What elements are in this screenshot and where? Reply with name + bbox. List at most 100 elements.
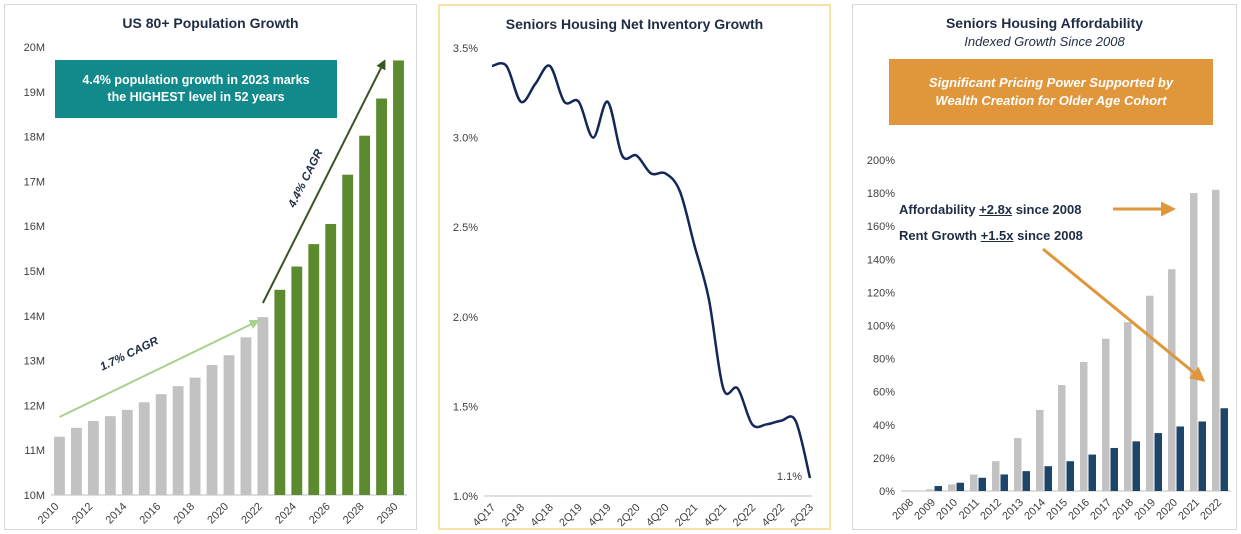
y-tick-label: 2.0% <box>453 312 478 324</box>
x-tick-label: 2022 <box>1198 497 1224 523</box>
affordability-bar <box>1102 338 1110 491</box>
population-bar <box>104 416 116 495</box>
population-bar <box>393 60 404 495</box>
x-tick-label: 2009 <box>912 497 938 523</box>
population-bar <box>274 289 286 495</box>
rent-growth-bar <box>1022 471 1030 491</box>
x-tick-label: 2021 <box>1176 497 1202 523</box>
y-tick-label: 200% <box>867 155 895 167</box>
affordability-annotation: Affordability +2.8x since 2008 <box>899 202 1081 217</box>
affordability-bar <box>1124 322 1132 491</box>
y-tick-label: 1.0% <box>453 491 478 503</box>
population-bar <box>206 365 218 495</box>
x-tick-label: 2008 <box>890 497 916 523</box>
affordability-annotation-value: +2.8x <box>979 202 1013 217</box>
x-tick-label: 2028 <box>341 501 367 527</box>
population-callout: 4.4% population growth in 2023 marks the … <box>55 60 337 118</box>
rent-growth-arrow <box>1042 247 1206 382</box>
rent-growth-bar <box>1000 474 1008 491</box>
x-tick-label: 4Q21 <box>702 502 730 530</box>
x-tick-label: 2017 <box>1088 497 1114 523</box>
rent-growth-annotation-value: +1.5x <box>980 228 1014 243</box>
cagr-arrow-historical <box>59 319 260 418</box>
x-tick-label: 4Q18 <box>528 502 556 530</box>
population-bar <box>172 386 184 495</box>
cagr-label-historical: 1.7% CAGR <box>98 335 161 374</box>
x-tick-label: 2014 <box>1022 497 1048 523</box>
x-tick-label: 2018 <box>1110 497 1136 523</box>
y-tick-label: 1.5% <box>453 401 478 413</box>
rent-growth-bar <box>978 477 986 491</box>
y-tick-label: 140% <box>867 254 895 266</box>
affordability-bar <box>1168 269 1176 491</box>
inventory-line-chart: 1.0% 1.5% 2.0% 2.5% 3.0% 3.5% 4Q17 2Q18 4Q18 2Q19… <box>453 43 817 530</box>
affordability-bar <box>1212 189 1220 492</box>
rent-growth-bar <box>1110 447 1118 491</box>
x-tick-label: 2Q21 <box>673 502 701 530</box>
affordability-bar <box>926 489 934 491</box>
x-tick-label: 2010 <box>934 497 960 523</box>
y-tick-label: 100% <box>867 321 895 333</box>
population-bar <box>342 174 354 495</box>
y-tick-label: 40% <box>873 420 895 432</box>
rent-growth-bar <box>956 482 964 491</box>
x-tick-label: 2Q18 <box>500 502 528 530</box>
population-bar <box>325 223 337 495</box>
x-tick-label: 2024 <box>273 501 299 527</box>
y-tick-label: 0% <box>879 486 895 498</box>
affordability-bar <box>1036 409 1044 491</box>
x-tick-label: 2016 <box>1066 497 1092 523</box>
population-bar <box>359 135 371 496</box>
population-bar <box>121 409 133 495</box>
x-tick-label: 2Q19 <box>557 502 585 530</box>
x-tick-label: 2012 <box>70 501 96 527</box>
y-tick-label: 10M <box>24 490 45 502</box>
y-tick-label: 20% <box>873 453 895 465</box>
y-tick-label: 3.5% <box>453 43 478 55</box>
rent-growth-bar <box>934 486 942 491</box>
affordability-chart-title: Seniors Housing Affordability <box>945 15 1144 31</box>
x-tick-label: 4Q17 <box>471 502 499 530</box>
population-bar <box>71 427 82 495</box>
x-tick-label: 2010 <box>36 501 62 527</box>
x-tick-label: 2013 <box>1000 497 1026 523</box>
y-tick-label: 2.5% <box>453 222 478 234</box>
x-tick-label: 2026 <box>307 501 333 527</box>
population-bar <box>87 421 99 495</box>
last-value-label: 1.1% <box>777 471 802 483</box>
cagr-arrow-forecast <box>262 59 386 304</box>
population-bar <box>189 377 201 495</box>
y-tick-label: 180% <box>867 188 895 200</box>
y-tick-label: 16M <box>24 221 45 233</box>
population-bar-chart: 10M 11M 12M 13M 14M 15M 16M 17M 18M 19M 20M 2010 201… <box>24 42 407 527</box>
inventory-chart-title: Seniors Housing Net Inventory Growth <box>505 16 764 32</box>
rent-growth-bar <box>1066 461 1074 491</box>
rent-growth-bar <box>1198 421 1206 491</box>
y-tick-label: 19M <box>24 87 45 99</box>
affordability-annotation-suffix: since 2008 <box>1012 202 1082 217</box>
population-growth-panel: US 80+ Population Growth 10M 11M 12M 13M 14M… <box>4 4 417 530</box>
y-tick-label: 160% <box>867 221 895 233</box>
affordability-bar <box>1014 438 1022 491</box>
population-bar <box>155 394 167 495</box>
rent-growth-bar <box>1132 441 1140 491</box>
x-tick-label: 2016 <box>138 501 164 527</box>
x-tick-label: 2012 <box>978 497 1004 523</box>
x-tick-label: 4Q20 <box>644 502 672 530</box>
x-tick-label: 2030 <box>375 501 401 527</box>
x-tick-label: 2011 <box>957 497 982 522</box>
affordability-bar <box>1146 295 1154 491</box>
rent-growth-bar <box>1176 426 1184 491</box>
y-tick-label: 3.0% <box>453 133 478 145</box>
affordability-bar <box>970 474 978 491</box>
x-tick-label: 2014 <box>104 501 130 527</box>
population-bar <box>257 317 269 495</box>
x-tick-label: 2Q23 <box>789 502 817 530</box>
rent-growth-bar <box>1044 466 1052 491</box>
affordability-bar <box>948 484 956 491</box>
y-tick-label: 60% <box>873 387 895 399</box>
x-tick-label: 2019 <box>1132 497 1158 523</box>
affordability-callout: Significant Pricing Power Supported by We… <box>889 59 1213 125</box>
population-callout-line2: the HIGHEST level in 52 years <box>107 90 285 104</box>
rent-growth-annotation: Rent Growth +1.5x since 2008 <box>899 228 1083 243</box>
